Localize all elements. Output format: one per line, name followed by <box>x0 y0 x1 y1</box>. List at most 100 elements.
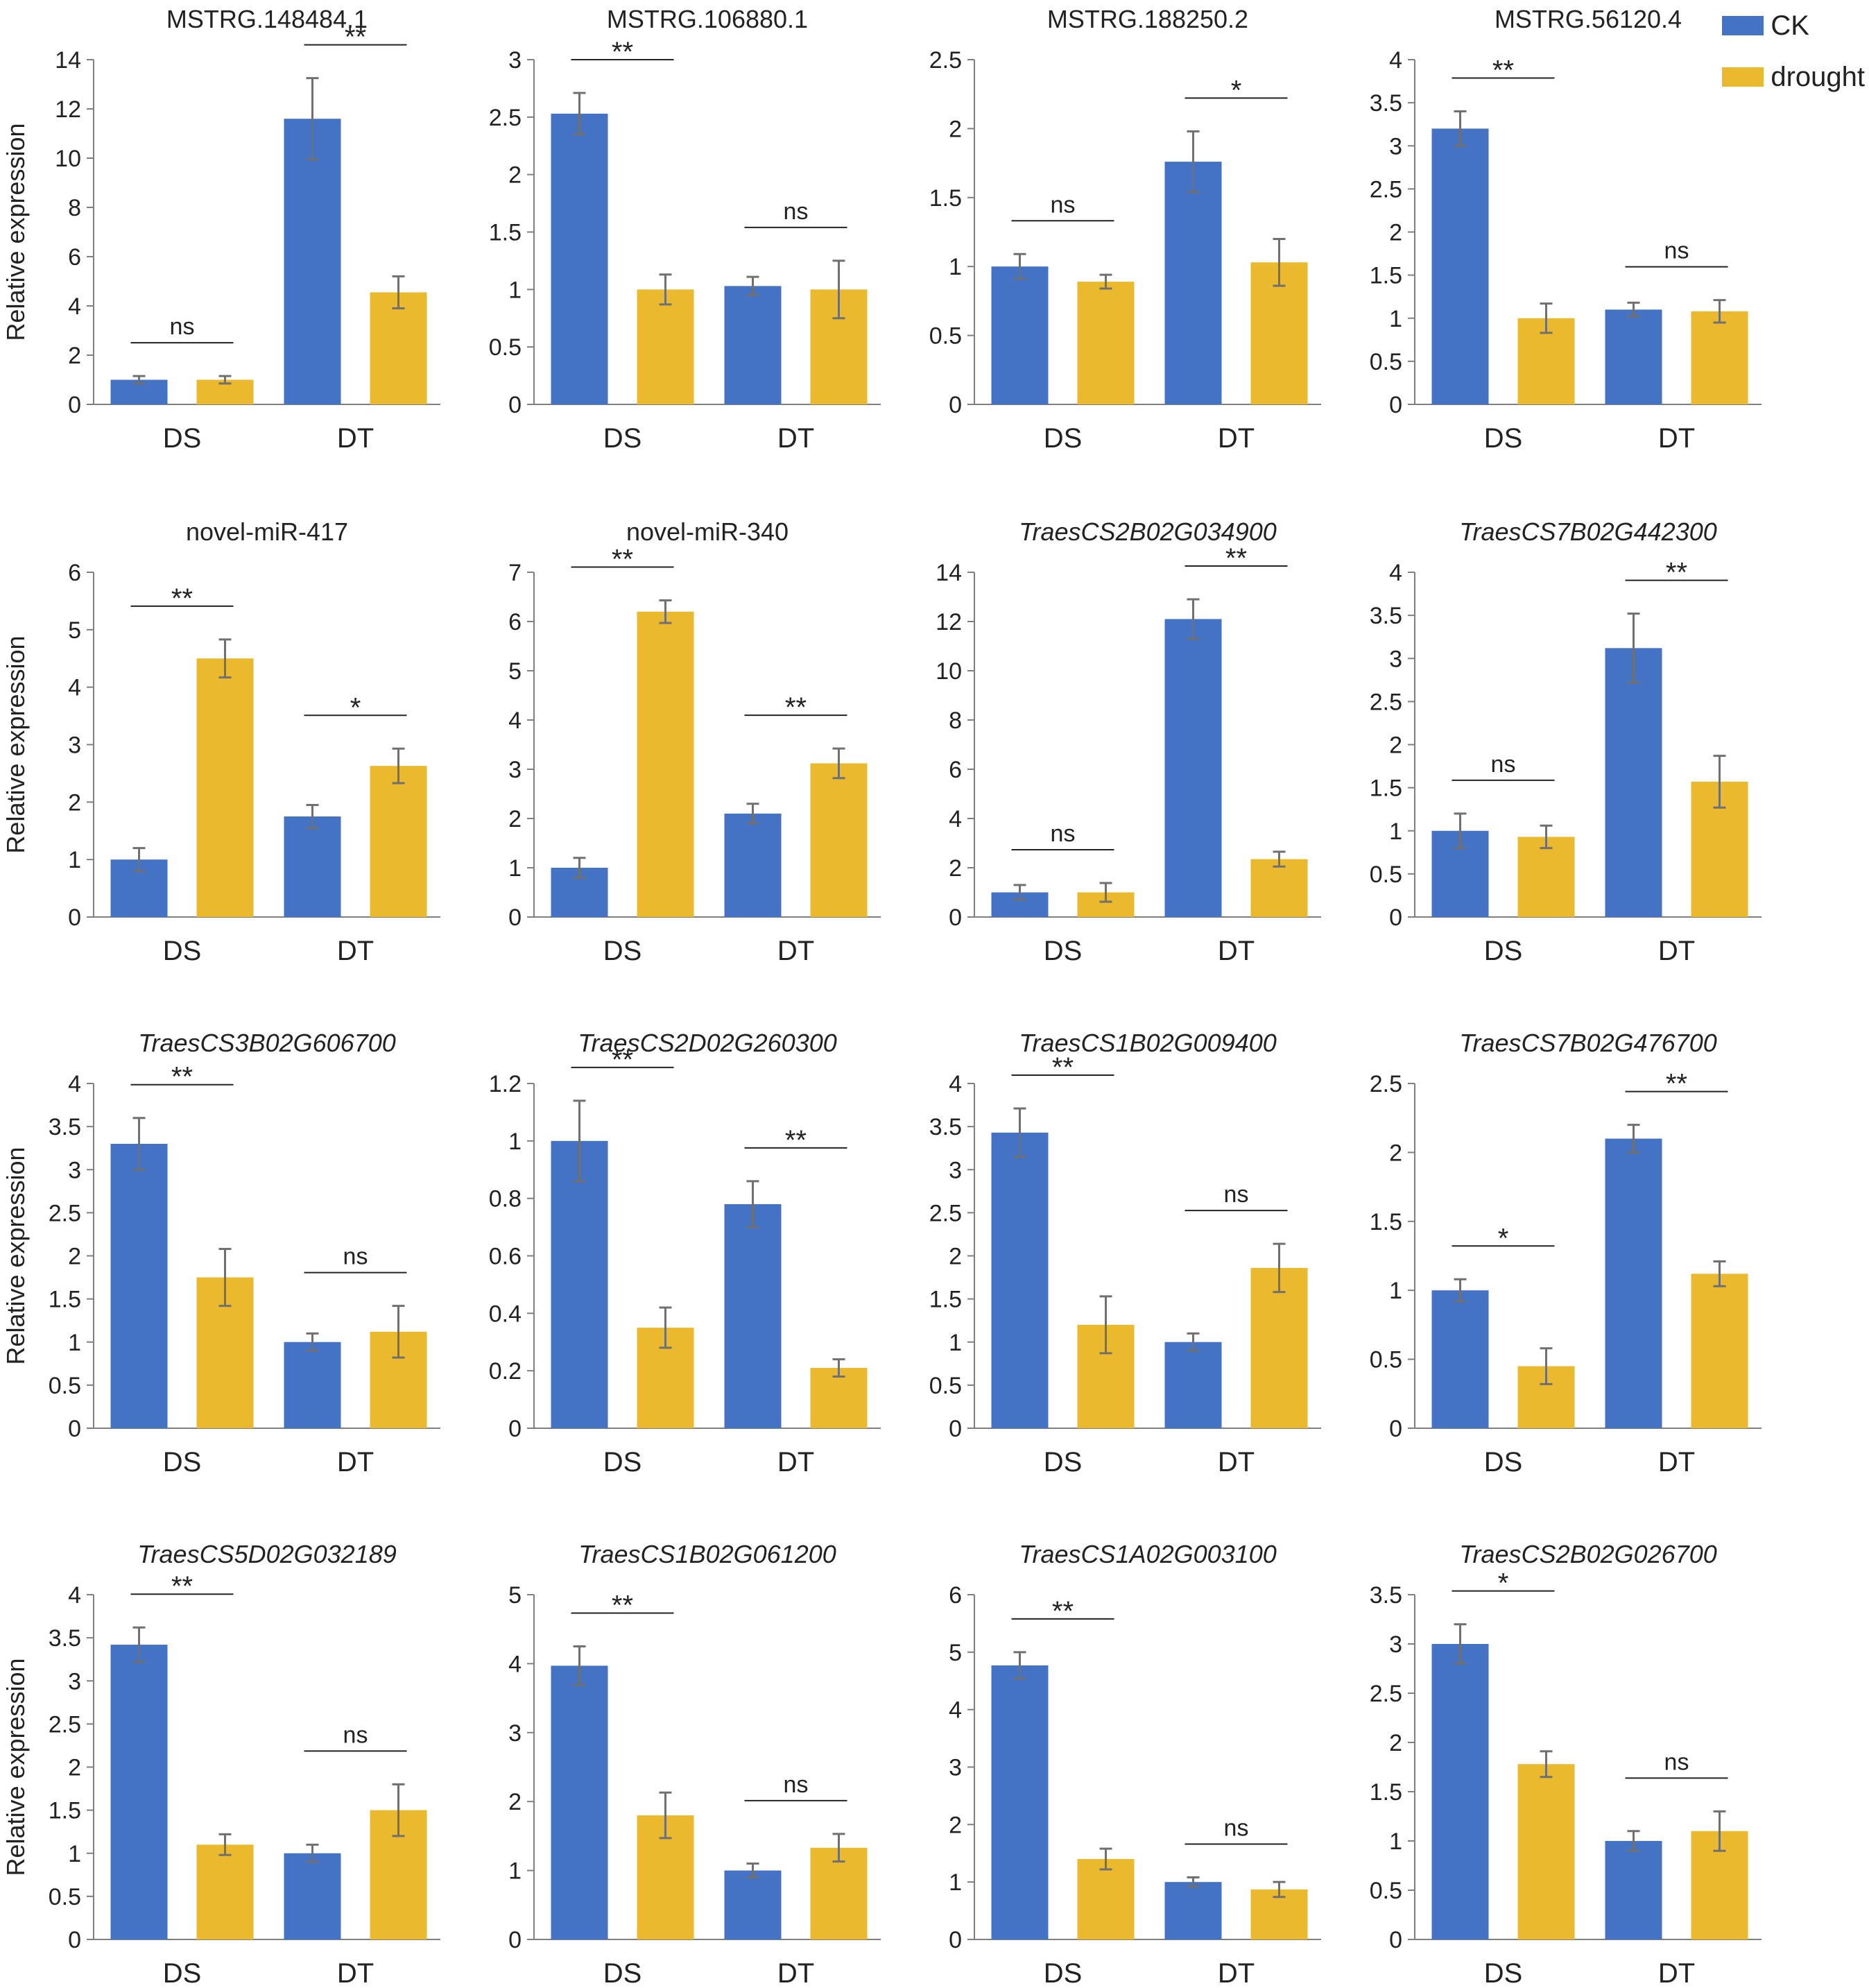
chart-1-sig-label-ds: ns <box>170 314 195 340</box>
chart-2-ytick-label-6: 3 <box>508 47 522 74</box>
chart-5-bar-drought-dt <box>370 766 427 917</box>
chart-16-sig-label-ds: * <box>1498 1568 1509 1599</box>
chart-11-bar-ck-ds <box>991 1132 1049 1428</box>
chart-15-ytick-label-0: 0 <box>949 1927 962 1953</box>
chart-4-ytick-label-5: 2.5 <box>1370 176 1402 203</box>
chart-11-bar-drought-dt <box>1250 1267 1308 1428</box>
chart-4-sig-label-ds: ** <box>1492 55 1514 86</box>
chart-9-ytick-label-6: 3 <box>68 1157 81 1183</box>
chart-13-ylabel: Relative expression <box>1 1658 30 1876</box>
chart-1-title: MSTRG.148484.1 <box>166 5 368 33</box>
chart-4-ytick-label-0: 0 <box>1389 392 1402 418</box>
chart-13-xlabel-ds: DS <box>163 1958 202 1985</box>
chart-6-ytick-label-5: 5 <box>508 658 522 685</box>
chart-12-xlabel-ds: DS <box>1484 1447 1523 1477</box>
chart-15-ytick-label-1: 1 <box>949 1869 962 1896</box>
chart-10-title: TraesCS2D02G260300 <box>578 1029 837 1057</box>
chart-14-sig-label-ds: ** <box>612 1591 633 1621</box>
chart-1-ytick-label-4: 8 <box>68 195 81 221</box>
chart-8-ytick-label-5: 2.5 <box>1370 689 1402 715</box>
chart-1-ytick-label-0: 0 <box>68 392 81 418</box>
chart-15-title: TraesCS1A02G003100 <box>1019 1540 1277 1568</box>
chart-12-sig-label-ds: * <box>1498 1223 1509 1253</box>
chart-10-bar-ck-ds <box>551 1140 608 1428</box>
chart-4-bar-ck-dt <box>1605 309 1662 404</box>
chart-16-sig-label-dt: ns <box>1664 1749 1689 1775</box>
chart-13-ytick-label-0: 0 <box>68 1927 81 1953</box>
chart-7-sig-label-dt: ** <box>1225 543 1247 574</box>
chart-3-sig-label-dt: * <box>1231 75 1242 105</box>
chart-9-ytick-label-1: 0.5 <box>49 1373 81 1399</box>
chart-6-sig-label-dt: ** <box>785 692 807 723</box>
chart-16-ytick-label-2: 1 <box>1389 1828 1402 1855</box>
chart-6-ytick-label-2: 2 <box>508 806 522 832</box>
chart-9-ytick-label-5: 2.5 <box>49 1200 81 1226</box>
chart-12-ytick-label-0: 0 <box>1389 1416 1402 1442</box>
chart-13-ytick-label-1: 0.5 <box>49 1884 81 1910</box>
chart-13-sig-label-dt: ns <box>343 1722 368 1748</box>
chart-7-ytick-label-6: 12 <box>936 609 962 635</box>
chart-15-ytick-label-2: 2 <box>949 1812 962 1838</box>
chart-8-ytick-label-0: 0 <box>1389 905 1402 931</box>
chart-2-sig-label-ds: ** <box>612 37 633 67</box>
chart-8-title: TraesCS7B02G442300 <box>1459 517 1717 546</box>
chart-2-ytick-label-0: 0 <box>508 392 522 418</box>
chart-4-title: MSTRG.56120.4 <box>1495 5 1682 33</box>
chart-12-ytick-label-1: 0.5 <box>1370 1347 1402 1373</box>
chart-9-ytick-label-0: 0 <box>68 1416 81 1442</box>
chart-5-ytick-label-1: 1 <box>68 847 81 873</box>
chart-15-xlabel-ds: DS <box>1044 1958 1083 1985</box>
chart-1-ytick-label-7: 14 <box>55 47 81 74</box>
chart-14-ytick-label-3: 3 <box>508 1720 522 1747</box>
chart-9-ylabel: Relative expression <box>1 1147 30 1364</box>
chart-14-ytick-label-0: 0 <box>508 1927 522 1953</box>
chart-6-ytick-label-1: 1 <box>508 855 522 882</box>
chart-5-ytick-label-6: 6 <box>68 560 81 586</box>
chart-13-title: TraesCS5D02G032189 <box>137 1540 397 1568</box>
chart-16-bar-drought-ds <box>1517 1764 1575 1939</box>
chart-11-ytick-label-2: 1 <box>949 1330 962 1356</box>
chart-4-ytick-label-8: 4 <box>1389 47 1402 74</box>
chart-1-xlabel-ds: DS <box>163 423 202 454</box>
chart-10-ytick-label-4: 0.8 <box>489 1186 522 1212</box>
legend-label-ck: CK <box>1771 10 1809 41</box>
chart-2-ytick-label-2: 1 <box>508 277 522 303</box>
chart-12-bar-ck-dt <box>1605 1138 1662 1428</box>
chart-16-ytick-label-6: 3 <box>1389 1631 1402 1658</box>
chart-4-xlabel-dt: DT <box>1658 423 1695 454</box>
chart-2-bar-ck-dt <box>724 286 782 404</box>
chart-3-ytick-label-1: 0.5 <box>929 323 962 350</box>
chart-11-ytick-label-5: 2.5 <box>929 1200 962 1226</box>
chart-3-xlabel-dt: DT <box>1218 423 1255 454</box>
chart-7-title: TraesCS2B02G034900 <box>1019 517 1277 546</box>
chart-9-bar-ck-ds <box>110 1143 168 1428</box>
chart-8-ytick-label-8: 4 <box>1389 560 1402 586</box>
chart-13-sig-label-ds: ** <box>171 1571 193 1602</box>
chart-3-ytick-label-0: 0 <box>949 392 962 418</box>
chart-15-ytick-label-5: 5 <box>949 1640 962 1666</box>
chart-7-ytick-label-2: 4 <box>949 806 962 832</box>
chart-4-bar-drought-dt <box>1691 311 1748 404</box>
chart-9-title: TraesCS3B02G606700 <box>138 1029 396 1057</box>
chart-3-bar-drought-ds <box>1077 282 1135 404</box>
chart-13-ytick-label-6: 3 <box>68 1668 81 1695</box>
chart-5-title: novel-miR-417 <box>186 517 348 546</box>
chart-15-bar-ck-dt <box>1164 1882 1222 1939</box>
chart-9-bar-ck-dt <box>284 1342 341 1428</box>
chart-7-ytick-label-3: 6 <box>949 757 962 783</box>
legend: CK drought <box>1722 0 1865 103</box>
chart-12-sig-label-dt: ** <box>1666 1069 1687 1099</box>
chart-3-bar-ck-ds <box>991 266 1049 404</box>
chart-2-sig-label-dt: ns <box>784 198 809 225</box>
chart-15-bar-drought-ds <box>1077 1859 1135 1939</box>
chart-13-bar-ck-ds <box>110 1645 168 1939</box>
chart-4-ytick-label-4: 2 <box>1389 220 1402 246</box>
chart-12-ytick-label-5: 2.5 <box>1370 1071 1402 1097</box>
chart-2-ytick-label-5: 2.5 <box>489 105 522 131</box>
chart-15-ytick-label-3: 3 <box>949 1755 962 1781</box>
chart-2-ytick-label-4: 2 <box>508 162 522 189</box>
chart-7-bar-ck-dt <box>1164 619 1222 917</box>
chart-8-bar-ck-dt <box>1605 648 1662 917</box>
chart-9-xlabel-ds: DS <box>163 1447 202 1477</box>
chart-9-ytick-label-8: 4 <box>68 1071 81 1097</box>
